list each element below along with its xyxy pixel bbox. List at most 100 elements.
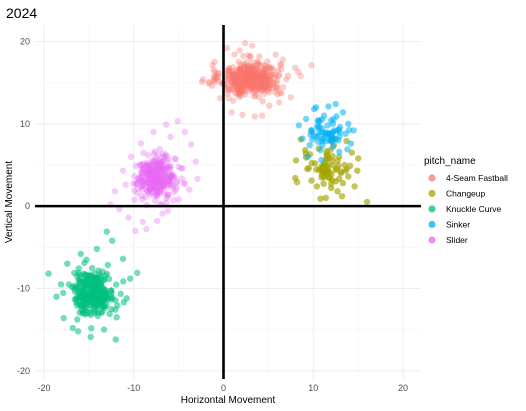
data-point: [153, 160, 160, 168]
data-point: [146, 162, 153, 169]
data-point: [337, 123, 344, 131]
data-point: [262, 73, 269, 81]
data-point: [159, 168, 166, 175]
data-point: [251, 81, 258, 89]
data-point: [154, 187, 162, 195]
data-point: [138, 178, 146, 185]
data-point: [163, 181, 170, 188]
data-point: [236, 65, 244, 72]
data-point: [257, 72, 264, 80]
data-point: [231, 89, 239, 96]
data-point: [173, 178, 181, 185]
data-point: [345, 173, 352, 180]
data-point: [159, 179, 166, 186]
data-point: [234, 76, 242, 84]
data-point: [264, 87, 271, 94]
data-point: [236, 66, 243, 73]
data-point: [254, 59, 261, 67]
data-point: [149, 174, 156, 181]
data-point: [238, 80, 245, 88]
data-point: [263, 67, 270, 74]
data-point: [144, 180, 151, 187]
data-point: [255, 76, 262, 84]
data-point: [273, 84, 280, 91]
data-point: [248, 85, 255, 92]
data-point: [168, 172, 175, 180]
data-point: [255, 69, 262, 77]
data-point: [274, 84, 281, 91]
data-point: [151, 179, 158, 187]
data-point: [215, 73, 222, 80]
data-point: [175, 196, 182, 203]
data-point: [255, 84, 262, 91]
data-point: [326, 175, 333, 182]
x-tick-label: -10: [127, 383, 140, 393]
data-point: [160, 166, 167, 173]
data-point: [245, 67, 252, 75]
data-point: [250, 78, 257, 86]
data-point: [263, 80, 270, 87]
data-point: [156, 165, 163, 173]
data-point: [155, 177, 162, 184]
data-point: [170, 196, 177, 204]
data-point: [134, 176, 142, 184]
data-point: [230, 71, 237, 79]
data-point: [156, 161, 164, 168]
data-point: [247, 82, 254, 89]
data-point: [255, 79, 263, 87]
data-point: [140, 160, 147, 167]
data-point: [141, 167, 148, 174]
data-point: [262, 65, 269, 72]
data-point: [154, 178, 161, 186]
data-point: [247, 78, 255, 85]
data-point: [271, 88, 279, 96]
data-point: [235, 82, 243, 90]
data-point: [149, 174, 156, 182]
data-point: [148, 189, 155, 197]
data-point: [87, 333, 94, 341]
data-point: [209, 82, 216, 90]
data-point: [230, 72, 237, 79]
data-point: [170, 174, 178, 181]
data-point: [147, 167, 155, 174]
data-point: [257, 73, 265, 81]
data-point: [270, 79, 277, 87]
data-point: [253, 74, 261, 81]
data-point: [338, 193, 346, 200]
data-point: [148, 162, 155, 169]
data-point: [259, 76, 266, 84]
data-point: [248, 75, 256, 82]
data-point: [254, 76, 261, 84]
data-point: [153, 217, 161, 225]
data-point: [255, 84, 262, 91]
data-point: [251, 113, 259, 120]
data-point: [240, 68, 247, 75]
data-point: [247, 73, 255, 80]
data-point: [150, 183, 157, 190]
chart-title: 2024: [6, 5, 37, 21]
data-point: [161, 182, 168, 189]
data-point: [234, 86, 241, 93]
data-point: [95, 309, 102, 316]
data-point: [152, 175, 160, 183]
legend-label: Sinker: [446, 220, 470, 230]
data-point: [108, 296, 115, 303]
data-point: [246, 77, 254, 85]
data-point: [313, 166, 320, 173]
data-point: [228, 109, 235, 116]
data-point: [165, 178, 172, 185]
data-point: [156, 188, 163, 195]
legend-label: Changeup: [446, 189, 486, 199]
data-point: [273, 79, 280, 87]
data-point: [88, 325, 95, 332]
data-point: [158, 176, 166, 183]
data-point: [346, 162, 354, 169]
data-point: [328, 157, 336, 164]
data-point: [238, 65, 245, 72]
data-point: [302, 146, 309, 154]
data-point: [248, 71, 255, 78]
data-point: [160, 153, 167, 160]
data-point: [123, 295, 130, 302]
data-point: [223, 85, 230, 92]
data-point: [244, 62, 251, 69]
